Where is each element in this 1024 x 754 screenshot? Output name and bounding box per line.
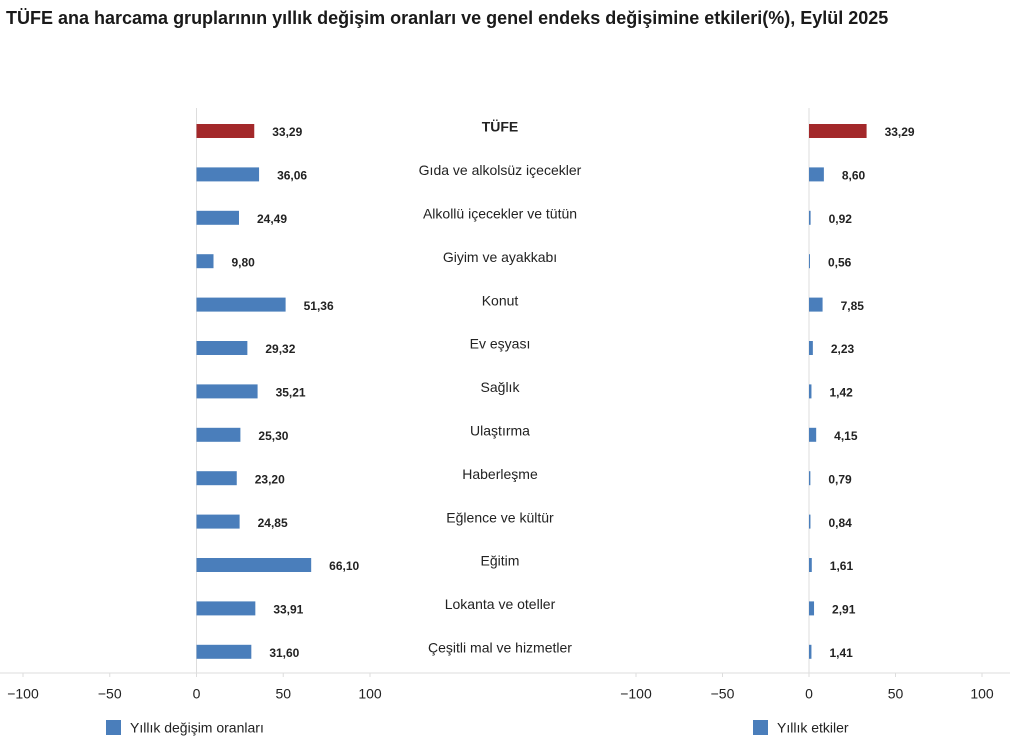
value-label: 1,42 bbox=[829, 386, 853, 400]
x-tick-label: 0 bbox=[805, 686, 813, 702]
value-label: 66,10 bbox=[329, 559, 359, 573]
legend-swatch bbox=[753, 720, 768, 735]
x-tick-label: 100 bbox=[970, 686, 994, 702]
value-label: 33,29 bbox=[272, 125, 302, 139]
value-label: 24,49 bbox=[257, 212, 287, 226]
bar bbox=[196, 514, 240, 529]
category-label: TÜFE bbox=[482, 119, 519, 135]
x-tick-label: −50 bbox=[711, 686, 735, 702]
value-label: 7,85 bbox=[841, 299, 865, 313]
x-tick-label: −50 bbox=[98, 686, 122, 702]
category-label: Sağlık bbox=[481, 379, 521, 395]
bar bbox=[809, 601, 815, 616]
chart-title: TÜFE ana harcama gruplarının yıllık deği… bbox=[6, 8, 889, 28]
category-label: Konut bbox=[482, 292, 519, 308]
bar bbox=[196, 427, 241, 442]
category-label: Ulaştırma bbox=[470, 423, 530, 439]
value-label: 23,20 bbox=[255, 472, 285, 486]
value-label: 36,06 bbox=[277, 169, 307, 183]
bar bbox=[809, 427, 817, 442]
category-label: Çeşitli mal ve hizmetler bbox=[428, 640, 572, 656]
category-label: Gıda ve alkolsüz içecekler bbox=[419, 162, 582, 178]
bar bbox=[809, 514, 811, 529]
value-label: 0,84 bbox=[828, 516, 852, 530]
bar bbox=[196, 210, 239, 225]
value-label: 2,91 bbox=[832, 603, 856, 617]
value-label: 2,23 bbox=[831, 342, 855, 356]
bar bbox=[196, 167, 260, 182]
category-label: Alkollü içecekler ve tütün bbox=[423, 206, 577, 222]
bar bbox=[196, 384, 258, 399]
bar bbox=[809, 644, 812, 659]
category-label: Haberleşme bbox=[462, 466, 538, 482]
bar bbox=[196, 601, 256, 616]
bar bbox=[809, 558, 812, 572]
x-tick-label: 50 bbox=[275, 686, 291, 702]
bar bbox=[196, 254, 214, 269]
bar bbox=[809, 341, 813, 355]
value-label: 25,30 bbox=[258, 429, 288, 443]
value-label: 1,61 bbox=[830, 559, 854, 573]
x-tick-label: 0 bbox=[193, 686, 201, 702]
bar bbox=[196, 471, 237, 486]
bar bbox=[196, 341, 248, 355]
value-label: 35,21 bbox=[276, 386, 306, 400]
legend-swatch bbox=[106, 720, 121, 735]
value-label: 24,85 bbox=[258, 516, 288, 530]
value-label: 33,29 bbox=[885, 125, 915, 139]
bar bbox=[809, 210, 811, 225]
x-tick-label: 100 bbox=[358, 686, 382, 702]
bar bbox=[196, 297, 286, 312]
category-label: Giyim ve ayakkabı bbox=[443, 249, 557, 265]
value-label: 1,41 bbox=[829, 646, 853, 660]
value-label: 0,79 bbox=[828, 472, 852, 486]
value-label: 4,15 bbox=[834, 429, 858, 443]
category-label: Ev eşyası bbox=[470, 336, 531, 352]
value-label: 51,36 bbox=[304, 299, 334, 313]
bar bbox=[809, 254, 810, 269]
bar bbox=[809, 471, 811, 486]
value-label: 8,60 bbox=[842, 169, 866, 183]
category-label: Lokanta ve oteller bbox=[445, 596, 556, 612]
value-label: 0,56 bbox=[828, 255, 852, 269]
category-label: Eğitim bbox=[481, 553, 520, 569]
bar bbox=[196, 644, 252, 659]
x-tick-label: −100 bbox=[7, 686, 39, 702]
legend-label: Yıllık değişim oranları bbox=[130, 720, 264, 736]
category-label: Eğlence ve kültür bbox=[446, 509, 554, 525]
bar bbox=[809, 297, 823, 312]
x-tick-label: −100 bbox=[620, 686, 652, 702]
value-label: 0,92 bbox=[829, 212, 853, 226]
bar bbox=[809, 124, 867, 138]
value-label: 29,32 bbox=[265, 342, 295, 356]
bar bbox=[809, 167, 824, 182]
bar bbox=[196, 124, 255, 138]
bar bbox=[196, 558, 312, 572]
bar bbox=[809, 384, 812, 399]
legend-label: Yıllık etkiler bbox=[777, 720, 849, 736]
x-tick-label: 50 bbox=[888, 686, 904, 702]
value-label: 33,91 bbox=[273, 603, 303, 617]
value-label: 9,80 bbox=[232, 255, 256, 269]
value-label: 31,60 bbox=[269, 646, 299, 660]
